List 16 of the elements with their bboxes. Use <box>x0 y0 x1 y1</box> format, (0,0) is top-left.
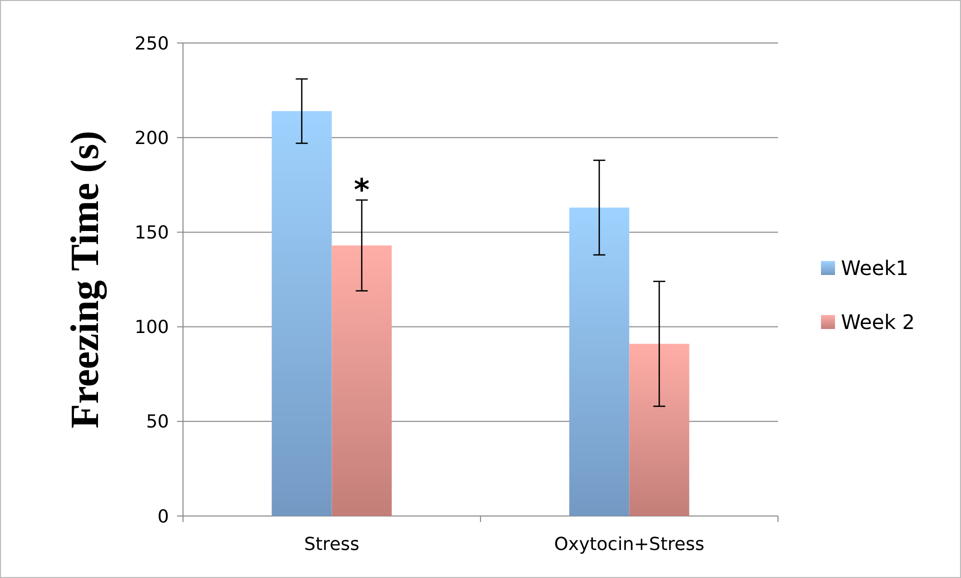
y-tick-label: 50 <box>146 412 169 433</box>
bar <box>332 245 392 516</box>
y-tick-label: 100 <box>134 317 169 338</box>
y-tick-label: 200 <box>134 128 169 149</box>
y-tick-label: 0 <box>158 506 169 528</box>
bar <box>569 208 630 516</box>
legend-label: Week 2 <box>841 310 915 334</box>
legend-label: Week1 <box>841 256 909 280</box>
x-tick-label: Oxytocin+Stress <box>554 534 704 555</box>
bar <box>272 111 332 516</box>
x-tick-label: Stress <box>304 534 360 555</box>
bar <box>629 344 690 516</box>
y-tick-label: 250 <box>134 33 169 54</box>
annotation: * <box>354 173 370 208</box>
y-axis-title: Freezing Time (s) <box>62 130 107 428</box>
y-tick-label: 150 <box>134 222 169 244</box>
